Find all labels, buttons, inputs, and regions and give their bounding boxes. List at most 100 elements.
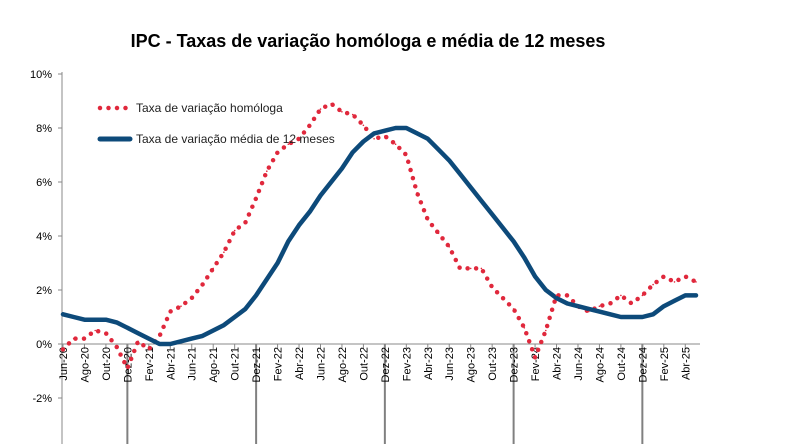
x-tick-label: Fev-21	[144, 347, 156, 381]
data-point-homologa	[266, 170, 268, 172]
data-point-homologa	[319, 108, 322, 110]
data-point-homologa	[94, 329, 96, 332]
data-point-media-12-meses	[62, 313, 64, 316]
data-point-homologa	[609, 302, 611, 305]
data-point-homologa	[148, 348, 150, 351]
x-tick-label: Ago-22	[337, 347, 349, 382]
data-point-media-12-meses	[609, 313, 611, 316]
data-point-homologa	[555, 294, 558, 297]
series-line-homologa	[60, 101, 699, 374]
x-tick-label: Fev-25	[659, 347, 671, 381]
x-tick-label: Abr-23	[423, 347, 435, 380]
data-point-homologa	[502, 297, 504, 299]
series-points	[62, 102, 697, 370]
data-point-media-12-meses	[577, 305, 579, 308]
x-tick-label: Abr-25	[680, 347, 692, 380]
data-point-homologa	[72, 337, 75, 340]
x-tick-label: Out-24	[616, 347, 628, 381]
series-lines	[60, 101, 699, 374]
data-point-media-12-meses	[534, 275, 536, 278]
data-point-homologa	[158, 335, 161, 337]
x-tick-label: Ago-21	[208, 347, 220, 382]
data-point-media-12-meses	[373, 132, 375, 135]
y-tick-label: 10%	[30, 69, 52, 81]
data-point-media-12-meses	[523, 256, 526, 259]
data-point-media-12-meses	[620, 316, 622, 318]
data-point-media-12-meses	[427, 138, 429, 140]
x-tick-label: Fev-22	[273, 347, 285, 381]
y-axis-ticks: -2% 0% 2% 4% 6% 8% 10%	[30, 69, 62, 405]
data-point-media-12-meses	[673, 300, 676, 302]
data-point-homologa	[448, 246, 451, 248]
y-tick-label: -2%	[32, 393, 52, 405]
x-tick-label: Ago-20	[79, 347, 91, 382]
y-tick-label: 2%	[36, 285, 52, 297]
data-point-media-12-meses	[394, 127, 397, 129]
data-point-homologa	[480, 267, 483, 270]
data-point-media-12-meses	[341, 167, 343, 170]
data-point-homologa	[126, 367, 129, 370]
x-tick-label: Out-20	[101, 347, 113, 381]
data-point-media-12-meses	[587, 308, 590, 310]
x-tick-label: Abr-24	[552, 347, 564, 380]
x-tick-label: Out-23	[487, 347, 499, 381]
data-point-media-12-meses	[641, 316, 644, 318]
data-point-media-12-meses	[384, 129, 386, 132]
x-tick-label: Dez-23	[509, 347, 521, 382]
data-point-homologa	[201, 283, 204, 286]
data-point-homologa	[105, 332, 107, 335]
x-tick-label: Fev-24	[530, 347, 542, 381]
data-point-homologa	[620, 294, 622, 297]
data-point-homologa	[437, 232, 440, 235]
data-point-media-12-meses	[169, 343, 172, 345]
data-point-homologa	[190, 297, 193, 299]
data-point-homologa	[630, 302, 633, 305]
data-point-media-12-meses	[298, 224, 300, 226]
data-point-homologa	[341, 111, 343, 113]
data-point-homologa	[512, 308, 515, 310]
data-point-homologa	[469, 267, 472, 270]
data-point-homologa	[684, 275, 687, 278]
data-point-homologa	[394, 143, 397, 145]
data-point-homologa	[641, 294, 644, 297]
data-point-media-12-meses	[309, 210, 311, 213]
data-point-homologa	[137, 340, 139, 343]
data-point-media-12-meses	[652, 313, 654, 316]
data-point-homologa	[115, 345, 118, 348]
data-point-homologa	[223, 251, 225, 253]
data-point-homologa	[298, 138, 300, 140]
data-point-homologa	[276, 151, 279, 154]
chart-title: IPC - Taxas de variação homóloga e média…	[131, 31, 606, 51]
data-point-media-12-meses	[512, 240, 515, 243]
data-point-media-12-meses	[266, 278, 268, 281]
data-point-homologa	[233, 229, 236, 232]
x-tick-label: Dez-24	[637, 347, 649, 382]
x-tick-label: Jun-23	[444, 347, 456, 381]
series-line-media-12-meses	[60, 125, 699, 347]
legend: Taxa de variação homóloga Taxa de variaçã…	[97, 101, 335, 146]
data-point-media-12-meses	[459, 173, 461, 175]
data-point-media-12-meses	[190, 337, 193, 340]
data-point-media-12-meses	[244, 308, 247, 310]
x-tick-label: Ago-23	[466, 347, 478, 382]
x-tick-label: Jun-22	[315, 347, 327, 381]
x-axis-ticks: Jun-20 Ago-20 Out-20 Dez-20 Fev-21 Abr-21 Jun-…	[58, 344, 692, 382]
x-tick-label: Dez-22	[380, 347, 392, 382]
data-point-homologa	[491, 286, 494, 289]
data-point-media-12-meses	[137, 332, 139, 335]
data-point-homologa	[587, 310, 590, 313]
data-point-media-12-meses	[276, 262, 279, 264]
data-point-homologa	[405, 154, 408, 156]
data-point-media-12-meses	[83, 318, 86, 321]
data-point-media-12-meses	[545, 289, 547, 291]
data-point-homologa	[255, 197, 257, 199]
data-point-media-12-meses	[566, 302, 569, 305]
data-point-homologa	[362, 124, 365, 127]
data-point-media-12-meses	[502, 227, 504, 229]
data-point-media-12-meses	[180, 340, 182, 343]
data-point-homologa	[287, 143, 290, 145]
data-point-homologa	[523, 327, 526, 329]
data-point-media-12-meses	[630, 316, 633, 318]
y-tick-label: 8%	[36, 123, 52, 135]
data-point-homologa	[695, 281, 697, 283]
